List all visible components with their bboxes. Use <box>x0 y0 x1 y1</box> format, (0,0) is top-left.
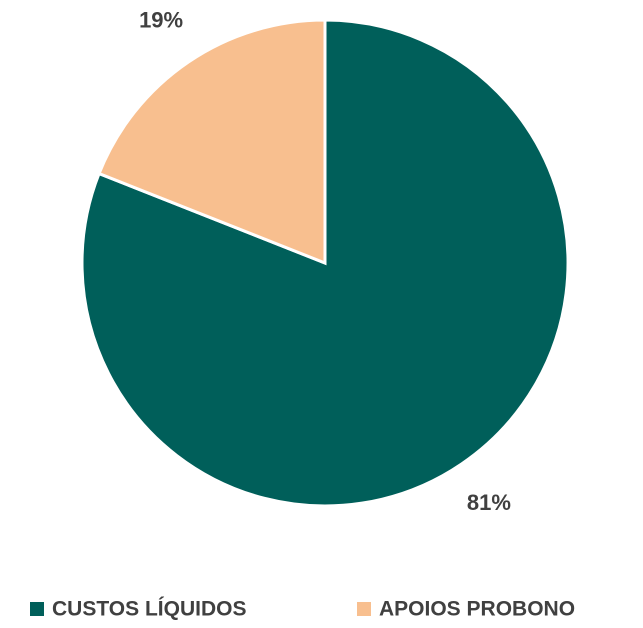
data-label: 19% <box>139 8 183 33</box>
pie-slice <box>80 18 570 508</box>
legend-swatch <box>30 602 44 616</box>
data-label: 81% <box>467 490 511 515</box>
legend-label: CUSTOS LÍQUIDOS <box>52 598 246 621</box>
legend-swatch <box>357 602 371 616</box>
pie-slice <box>97 18 327 266</box>
legend-label: APOIOS PROBONO <box>379 598 575 621</box>
